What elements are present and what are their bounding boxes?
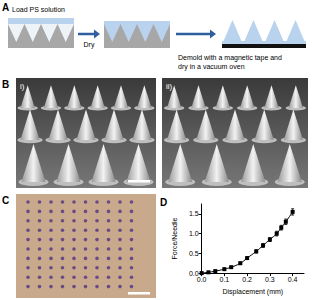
svg-text:1.5: 1.5: [189, 210, 199, 217]
svg-text:Dry: Dry: [84, 41, 95, 49]
svg-text:0.2: 0.2: [242, 276, 252, 283]
svg-text:0.0: 0.0: [197, 276, 207, 283]
svg-text:0.5: 0.5: [189, 250, 199, 257]
svg-text:0.1: 0.1: [220, 276, 230, 283]
svg-text:Demold with a magnetic tape an: Demold with a magnetic tape and: [178, 54, 282, 62]
svg-text:0.3: 0.3: [265, 276, 275, 283]
svg-text:dry in a vacuum oven: dry in a vacuum oven: [178, 63, 245, 71]
svg-text:i): i): [20, 82, 25, 91]
svg-text:ii): ii): [166, 82, 173, 91]
svg-text:B: B: [2, 79, 9, 90]
svg-text:Load PS solution: Load PS solution: [12, 6, 65, 13]
svg-text:0.0: 0.0: [188, 269, 199, 277]
svg-text:D: D: [160, 197, 167, 208]
svg-text:C: C: [2, 195, 9, 206]
svg-text:A: A: [2, 2, 9, 13]
svg-text:Displacement (mm): Displacement (mm): [222, 288, 283, 296]
svg-text:0.4: 0.4: [288, 276, 298, 283]
svg-text:1.0: 1.0: [189, 230, 199, 237]
svg-text:Force/Needle: Force/Needle: [171, 217, 178, 259]
